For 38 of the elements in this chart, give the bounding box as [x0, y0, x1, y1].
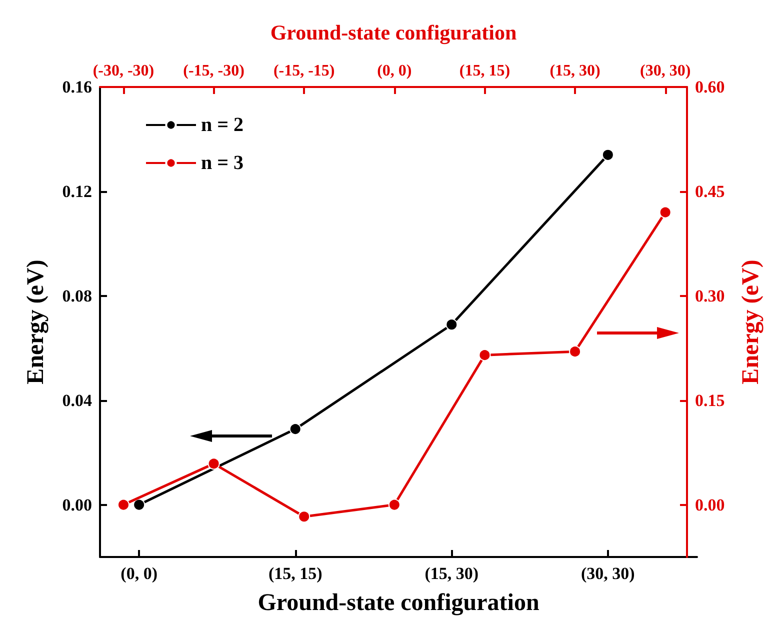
point [446, 318, 458, 331]
y2-tick-label: 0.30 [695, 286, 725, 306]
legend-label: n = 3 [201, 152, 244, 174]
x-tick-label: (0, 0) [120, 564, 158, 583]
x-tick-label: (15, 30) [550, 62, 600, 80]
y-tick-label: 0.08 [62, 286, 92, 306]
point [289, 423, 302, 436]
y-axis-title: Energy (eV) [23, 260, 49, 384]
point [659, 206, 672, 218]
y2-tick-label: 0.15 [695, 390, 725, 410]
y-tick-label: 0.00 [62, 495, 92, 514]
x-tick-label: (30, 30) [640, 62, 691, 80]
y2-tick-label: 0.60 [695, 78, 725, 96]
y-tick-label: 0.04 [62, 390, 92, 410]
x-tick-label: (-15, -15) [273, 62, 335, 80]
legend-label: n = 2 [201, 114, 244, 136]
x-tick-label: (15, 15) [268, 564, 322, 583]
point [208, 458, 220, 470]
point [478, 349, 491, 362]
point [388, 498, 400, 511]
x-tick-label: (15, 30) [424, 564, 479, 583]
y-tick-label: 0.16 [62, 78, 92, 96]
y2-tick-label: 0.00 [695, 495, 725, 514]
point [117, 498, 130, 511]
y-tick-label: 0.12 [62, 182, 92, 201]
x-tick-label: (-30, -30) [92, 62, 154, 80]
x-tick-label: (0, 0) [377, 62, 412, 80]
point [133, 498, 146, 511]
point [569, 346, 582, 358]
point [298, 510, 310, 523]
y2-axis-title: Energy (eV) [738, 260, 764, 384]
x2-axis-title: Ground-state configuration [270, 20, 518, 44]
point [602, 148, 614, 161]
x-tick-label: (15, 15) [459, 62, 510, 80]
x-tick-label: (-15, -30) [183, 62, 244, 80]
x-axis-title: Ground-state configuration [258, 590, 540, 616]
x-tick-label: (30, 30) [581, 564, 635, 583]
y2-tick-label: 0.45 [695, 182, 725, 201]
